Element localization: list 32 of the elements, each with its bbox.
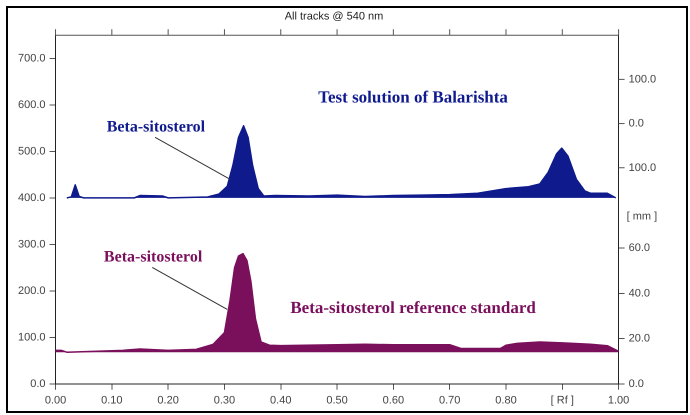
x-tick-label: 0.40 bbox=[270, 394, 292, 406]
y-tick-label: 600.0 bbox=[18, 98, 46, 111]
y-tick-label: 300.0 bbox=[18, 238, 46, 250]
y-tick-label: 200.0 bbox=[18, 284, 46, 297]
series-label: Beta-sitosterol reference standard bbox=[290, 298, 536, 318]
x-tick-label: [ Rf ] bbox=[550, 394, 574, 406]
x-tick-label: 0.50 bbox=[326, 394, 348, 406]
x-tick-label: 0.00 bbox=[44, 394, 66, 406]
x-tick-label: 0.10 bbox=[101, 394, 123, 406]
x-tick-label: 1.00 bbox=[608, 394, 630, 406]
y3-tick-label: 100.0 bbox=[628, 162, 656, 174]
y2-tick-label: 40.0 bbox=[628, 287, 650, 300]
y3-tick-label: 100.0 bbox=[628, 73, 656, 86]
y-tick-label: 0.0 bbox=[30, 378, 46, 390]
y-tick-label: 500.0 bbox=[18, 145, 46, 158]
annotation: Beta-sitosterol bbox=[104, 248, 203, 266]
y2-tick-label: 20.0 bbox=[628, 332, 650, 345]
y-tick-label: 400.0 bbox=[18, 192, 46, 204]
x-tick-label: 0.20 bbox=[157, 394, 179, 406]
y2-tick-label: 60.0 bbox=[628, 242, 650, 254]
annotation: Beta-sitosterol bbox=[106, 118, 206, 136]
x-tick-label: 0.70 bbox=[438, 394, 460, 406]
y-tick-label: 700.0 bbox=[18, 52, 46, 64]
y2-axis-title: [ mm ] bbox=[626, 210, 658, 223]
text: Test solution of Balarishta bbox=[318, 87, 508, 106]
x-tick-label: 0.60 bbox=[382, 394, 404, 406]
x-tick-label: 0.80 bbox=[495, 394, 517, 406]
chart-title: All tracks @ 540 nm bbox=[284, 10, 384, 23]
y3-tick-label: 0.0 bbox=[628, 118, 644, 130]
y-tick-label: 100.0 bbox=[18, 331, 46, 344]
y2-tick-label: 0.0 bbox=[628, 378, 644, 390]
x-tick-label: 0.30 bbox=[214, 394, 236, 406]
